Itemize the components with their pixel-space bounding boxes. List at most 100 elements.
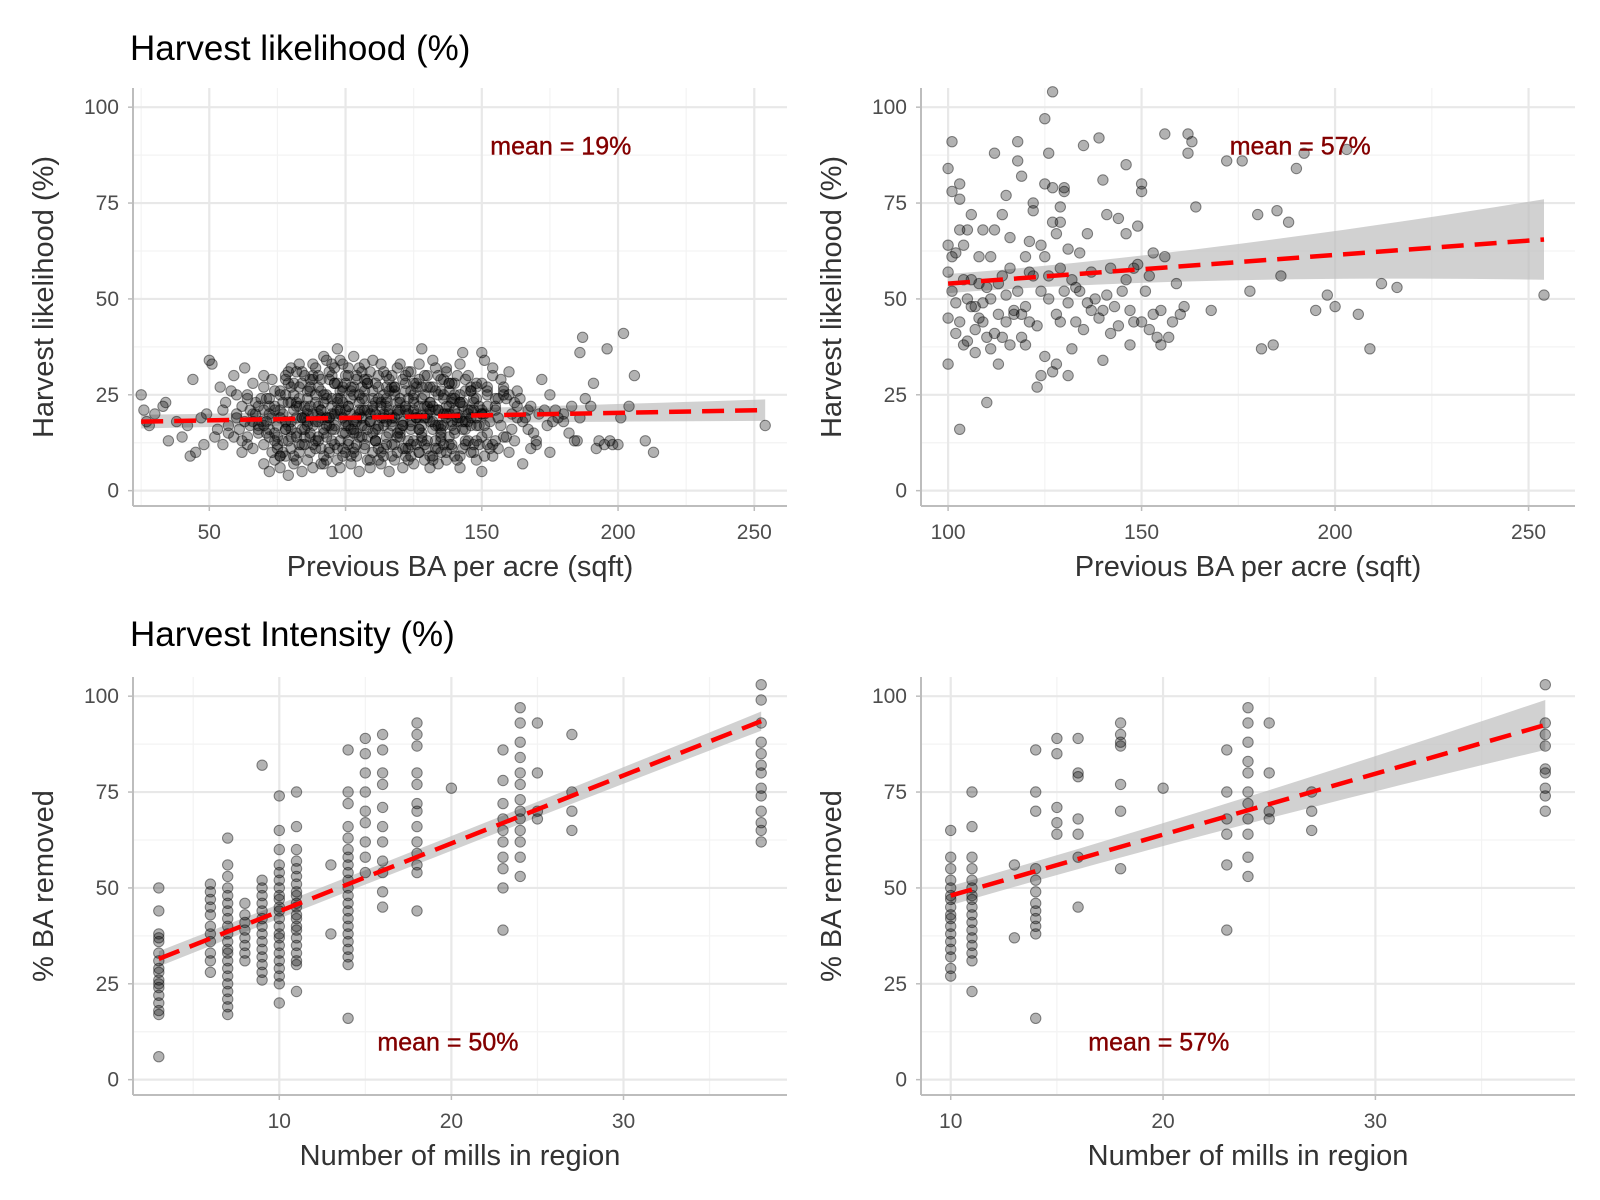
data-point [273,893,285,906]
data-point [514,794,526,806]
data-point [236,446,248,458]
x-tick-label: 20 [440,1110,463,1133]
data-point [339,377,352,389]
data-point [942,312,954,324]
data-point [241,392,254,405]
data-point [369,435,382,447]
data-point [487,438,499,451]
data-point [372,369,384,382]
data-point [755,805,767,817]
data-point [225,385,237,397]
data-point [1329,300,1341,313]
data-point [301,392,314,405]
data-point [470,454,483,466]
data-point [969,300,981,313]
data-point [1124,339,1136,351]
data-point [337,381,349,393]
data-point [413,358,425,370]
data-point [424,450,436,462]
data-point [587,377,600,389]
data-point [465,419,477,432]
data-point [376,820,389,833]
data-point [153,882,165,894]
data-point [961,293,974,305]
data-point [356,431,368,443]
data-point [307,438,319,451]
data-point [1143,323,1156,336]
data-point [228,431,240,443]
data-point [457,396,469,409]
data-point [1112,320,1125,332]
data-point [353,465,365,478]
data-point [411,805,423,817]
data-point [153,981,165,994]
data-point [222,870,234,883]
data-point [446,392,458,405]
data-point [1030,920,1042,932]
data-point [446,442,458,455]
data-point [478,419,491,432]
data-point [361,454,374,466]
data-point [269,427,281,439]
data-point [217,438,229,451]
data-point [1155,304,1167,317]
data-point [514,767,526,779]
data-point [222,962,234,975]
data-point [328,408,341,420]
data-point [356,419,368,432]
data-point [566,400,578,412]
data-point [309,389,322,401]
data-point [331,392,344,405]
data-point [1242,702,1254,714]
data-point [383,373,395,386]
data-point [203,354,216,366]
data-point [1019,300,1032,313]
data-point [263,465,275,478]
data-point [465,446,477,458]
data-point [945,920,957,932]
y-tick-label: 50 [96,877,119,900]
data-point [301,385,314,397]
data-point [1242,828,1254,840]
data-point [1263,717,1275,729]
data-point [1244,285,1256,297]
data-point [467,392,480,405]
data-point [1147,308,1159,320]
data-point [1097,354,1109,366]
data-point [969,346,981,359]
data-point [514,392,526,405]
data-point [296,377,308,389]
data-point [273,928,285,940]
data-point [1306,824,1318,837]
data-point [465,381,477,393]
data-point [367,446,379,458]
y-tick-label: 100 [84,685,119,708]
data-point [527,427,540,439]
data-point [1072,767,1084,779]
data-point [342,820,354,833]
data-point [315,385,327,397]
data-point [353,389,365,401]
data-point [328,377,341,389]
data-point [204,966,217,978]
data-point [273,882,285,894]
data-point [481,400,493,412]
data-point [421,400,433,412]
data-point [1050,228,1063,240]
data-point [266,446,278,458]
data-point [1089,293,1101,305]
data-point [388,389,401,401]
data-point [328,377,341,389]
data-point [416,419,428,432]
data-point [424,415,436,428]
data-point [320,354,333,366]
data-point [1242,813,1254,825]
data-point [274,462,286,474]
data-point [274,385,286,397]
y-axis-title: Harvest likelihood (%) [816,156,848,438]
data-point [541,419,553,432]
data-point [376,801,389,814]
y-tick-label: 75 [96,781,119,804]
data-point [1058,285,1070,297]
data-point [503,366,515,378]
